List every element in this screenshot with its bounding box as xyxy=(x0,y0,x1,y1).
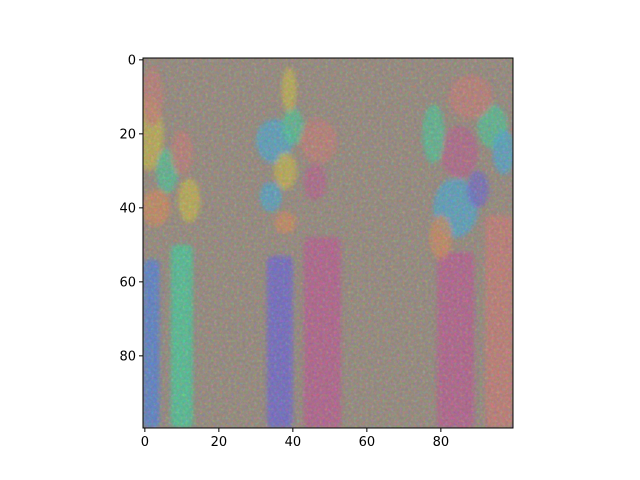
noise-overlay xyxy=(143,58,513,428)
y-axis-ticks: 0 20 40 60 80 xyxy=(119,53,143,364)
x-tick-label: 0 xyxy=(141,435,149,450)
axes-frame xyxy=(142,57,514,429)
y-tick-label: 40 xyxy=(119,201,136,216)
plot-area xyxy=(143,58,513,428)
y-tick-label: 80 xyxy=(119,349,136,364)
x-tick-label: 20 xyxy=(211,435,228,450)
x-axis-ticks: 0 20 40 60 80 xyxy=(141,428,449,450)
y-tick-label: 60 xyxy=(119,275,136,290)
x-tick-label: 60 xyxy=(359,435,376,450)
x-tick-label: 80 xyxy=(433,435,450,450)
x-tick-label: 40 xyxy=(285,435,302,450)
y-tick-label: 0 xyxy=(128,53,136,68)
y-tick-label: 20 xyxy=(119,127,136,142)
